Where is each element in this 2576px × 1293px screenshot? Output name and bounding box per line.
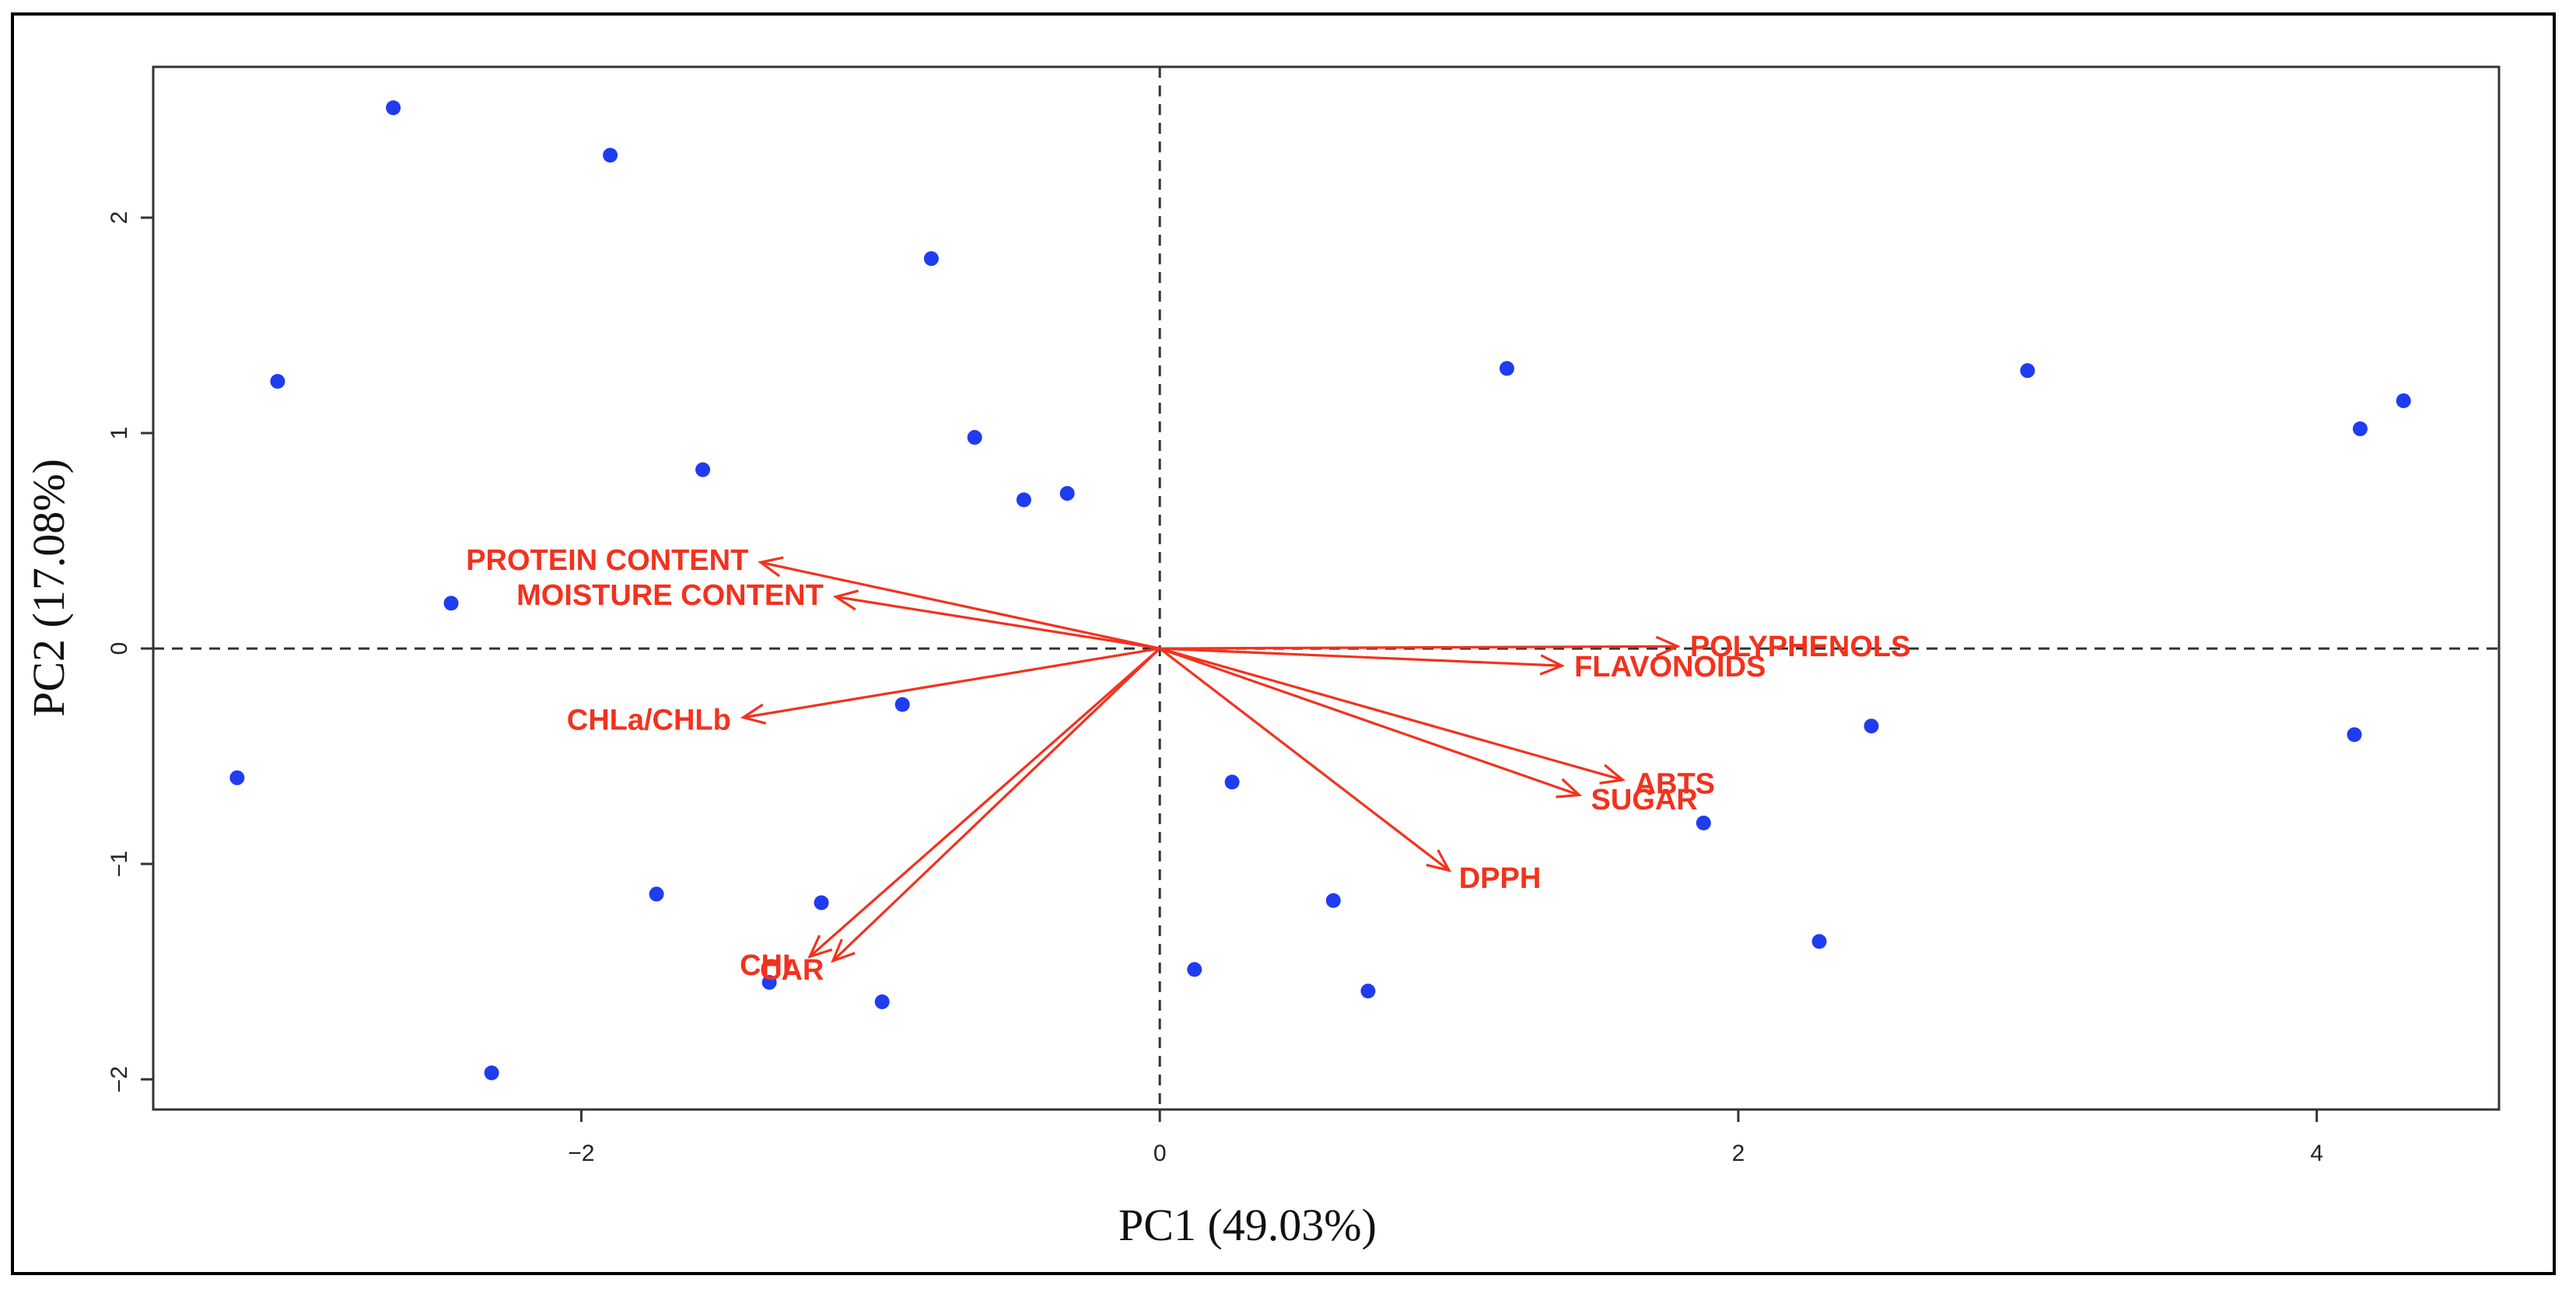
loading-arrow bbox=[1159, 647, 1583, 799]
score-point bbox=[2396, 393, 2411, 408]
loading-label: POLYPHENOLS bbox=[1690, 631, 1911, 663]
score-points bbox=[229, 100, 2411, 1081]
loading-arrow bbox=[832, 589, 1160, 650]
score-point bbox=[1016, 492, 1031, 508]
loading-label: ABTS bbox=[1635, 767, 1715, 800]
loading-arrow bbox=[740, 647, 1160, 725]
loading-label: CHL bbox=[740, 949, 800, 982]
loading-arrow-head bbox=[1655, 635, 1681, 658]
x-tick-label: 2 bbox=[1732, 1141, 1745, 1166]
score-point bbox=[1059, 486, 1075, 501]
loading-arrow bbox=[831, 647, 1161, 963]
loading-arrow-shaft bbox=[831, 647, 1161, 962]
score-point bbox=[761, 975, 777, 991]
score-point bbox=[603, 148, 618, 163]
y-axis-ticks: −2 −1 0 1 2 bbox=[107, 211, 153, 1092]
score-point bbox=[814, 895, 829, 910]
y-tick-label: 1 bbox=[107, 427, 132, 440]
figure-frame: −2 0 2 4 −2 −1 0 1 2 PROTEIN CONTENT MOISTURE CO… bbox=[11, 12, 2556, 1275]
score-point bbox=[923, 251, 939, 267]
plot-area-border bbox=[152, 65, 2501, 1111]
score-point bbox=[484, 1065, 499, 1081]
loading-arrow-head bbox=[1539, 654, 1566, 676]
loading-arrow-head bbox=[832, 589, 859, 611]
score-point bbox=[1499, 361, 1514, 376]
score-point bbox=[874, 994, 890, 1009]
loading-arrow-shaft bbox=[743, 647, 1160, 719]
loading-label: DPPH bbox=[1459, 862, 1542, 895]
score-point bbox=[695, 462, 711, 477]
loading-arrow-head bbox=[758, 556, 784, 578]
y-tick-label: 2 bbox=[107, 211, 132, 225]
loading-arrow bbox=[1160, 647, 1566, 676]
score-point bbox=[1325, 893, 1341, 908]
score-point bbox=[1224, 774, 1240, 790]
x-axis-title: PC1 (49.03%) bbox=[1118, 1200, 1377, 1250]
loading-label: SUGAR bbox=[1591, 784, 1698, 816]
score-point bbox=[1811, 934, 1827, 949]
loading-arrow-shaft bbox=[1159, 647, 1623, 781]
score-point bbox=[386, 100, 401, 116]
score-point bbox=[270, 374, 285, 390]
score-point bbox=[1864, 718, 1879, 734]
loading-label: MOISTURE CONTENT bbox=[516, 579, 824, 612]
loading-arrow-shaft bbox=[809, 647, 1161, 958]
reference-lines bbox=[153, 67, 2499, 1110]
score-point bbox=[2352, 421, 2368, 436]
loading-arrow-head bbox=[740, 703, 767, 725]
loading-arrow-head bbox=[807, 935, 833, 959]
x-axis-ticks: −2 0 2 4 bbox=[568, 1110, 2323, 1166]
score-point bbox=[1187, 962, 1202, 977]
score-point bbox=[1360, 984, 1376, 999]
score-point bbox=[649, 886, 664, 902]
loading-arrow-head bbox=[1426, 849, 1452, 872]
y-tick-label: −1 bbox=[107, 851, 132, 877]
loading-arrow bbox=[1159, 647, 1626, 785]
loading-arrow-shaft bbox=[1160, 645, 1678, 650]
x-tick-label: −2 bbox=[568, 1141, 594, 1166]
loading-label: FLAVONOIDS bbox=[1574, 651, 1766, 683]
loading-arrow bbox=[807, 647, 1161, 959]
x-tick-label: 4 bbox=[2310, 1141, 2323, 1166]
score-point bbox=[2020, 363, 2035, 379]
loading-arrow-head bbox=[831, 938, 856, 963]
score-point bbox=[1696, 816, 1711, 831]
loading-arrow-head bbox=[1599, 764, 1626, 785]
loading-arrow-head bbox=[1556, 778, 1583, 799]
loading-arrow-shaft bbox=[760, 561, 1160, 650]
score-point bbox=[443, 596, 459, 611]
loading-arrow-shaft bbox=[1159, 647, 1580, 796]
score-point bbox=[2347, 727, 2362, 743]
loading-vectors bbox=[740, 556, 1681, 963]
loading-label: CHLa/CHLb bbox=[567, 704, 731, 736]
score-point bbox=[229, 770, 245, 785]
y-tick-label: 0 bbox=[107, 642, 132, 655]
score-point bbox=[894, 697, 910, 712]
x-tick-label: 0 bbox=[1153, 1141, 1167, 1166]
loading-arrow bbox=[1159, 647, 1452, 872]
loading-arrow bbox=[1160, 635, 1681, 658]
loading-label: CAR bbox=[760, 954, 824, 987]
score-point bbox=[967, 430, 982, 446]
loading-arrow-shaft bbox=[1159, 647, 1451, 872]
loading-arrow-shaft bbox=[1160, 647, 1563, 667]
loading-arrow bbox=[758, 556, 1160, 650]
loading-label: PROTEIN CONTENT bbox=[466, 544, 748, 577]
y-tick-label: −2 bbox=[107, 1066, 132, 1092]
y-axis-title: PC2 (17.08%) bbox=[23, 459, 74, 717]
loading-arrow-shaft bbox=[835, 596, 1160, 650]
